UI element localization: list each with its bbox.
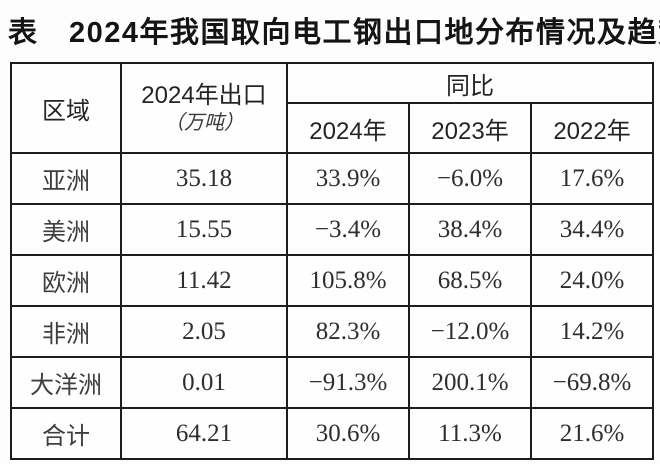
region-cell: 欧洲 xyxy=(10,254,122,307)
region-cell: 合计 xyxy=(10,407,122,460)
yoy-2022-cell: 14.2% xyxy=(529,305,655,358)
header-export-volume: 2024年出口 （万吨） xyxy=(120,62,288,154)
table-title: 表 2024年我国取向电工钢出口地分布情况及趋势 xyxy=(8,17,660,49)
header-year-2024: 2024年 xyxy=(286,102,410,154)
yoy-2024-cell: 105.8% xyxy=(286,254,410,307)
header-export-line1: 2024年出口 xyxy=(141,82,267,109)
yoy-2023-cell: −12.0% xyxy=(408,305,532,358)
table-row-oceania: 大洋洲 0.01 −91.3% 200.1% −69.8% xyxy=(10,356,655,409)
yoy-2022-cell: 21.6% xyxy=(529,407,655,460)
region-cell: 大洋洲 xyxy=(10,356,122,409)
header-export-unit: （万吨） xyxy=(164,112,244,134)
region-cell: 亚洲 xyxy=(10,152,122,205)
export-cell: 11.42 xyxy=(120,254,288,307)
region-cell: 非洲 xyxy=(10,305,122,358)
header-yoy: 同比 xyxy=(285,62,655,104)
export-distribution-table: 区域 2024年出口 （万吨） 同比 2024年 2023年 2022年 亚洲 … xyxy=(10,62,655,460)
yoy-2022-cell: −69.8% xyxy=(529,356,655,409)
table-row-americas: 美洲 15.55 −3.4% 38.4% 34.4% xyxy=(10,203,655,256)
yoy-2023-cell: 68.5% xyxy=(408,254,532,307)
header-year-2023: 2023年 xyxy=(408,102,532,154)
yoy-2022-cell: 34.4% xyxy=(529,203,655,256)
yoy-2024-cell: −91.3% xyxy=(286,356,410,409)
header-year-2022: 2022年 xyxy=(529,102,655,154)
export-cell: 64.21 xyxy=(120,407,288,460)
yoy-2024-cell: 82.3% xyxy=(286,305,410,358)
yoy-2024-cell: −3.4% xyxy=(286,203,410,256)
yoy-2024-cell: 33.9% xyxy=(286,152,410,205)
export-cell: 2.05 xyxy=(120,305,288,358)
yoy-2023-cell: −6.0% xyxy=(408,152,532,205)
table-row-africa: 非洲 2.05 82.3% −12.0% 14.2% xyxy=(10,305,655,358)
yoy-2023-cell: 200.1% xyxy=(408,356,532,409)
table-row-asia: 亚洲 35.18 33.9% −6.0% 17.6% xyxy=(10,152,655,205)
export-cell: 35.18 xyxy=(120,152,288,205)
table-row-europe: 欧洲 11.42 105.8% 68.5% 24.0% xyxy=(10,254,655,307)
yoy-2024-cell: 30.6% xyxy=(286,407,410,460)
export-cell: 0.01 xyxy=(120,356,288,409)
yoy-2023-cell: 38.4% xyxy=(408,203,532,256)
header-region: 区域 xyxy=(10,62,122,154)
export-cell: 15.55 xyxy=(120,203,288,256)
region-cell: 美洲 xyxy=(10,203,122,256)
yoy-2023-cell: 11.3% xyxy=(408,407,532,460)
yoy-2022-cell: 17.6% xyxy=(529,152,655,205)
yoy-2022-cell: 24.0% xyxy=(529,254,655,307)
table-row-total: 合计 64.21 30.6% 11.3% 21.6% xyxy=(10,407,655,460)
